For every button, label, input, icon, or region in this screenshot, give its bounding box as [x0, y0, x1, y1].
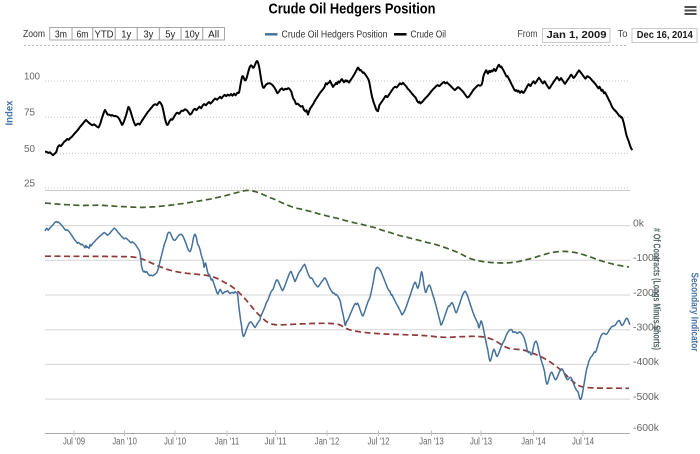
svg-text:100: 100 — [24, 72, 40, 83]
svg-text:Jul '09: Jul '09 — [63, 436, 85, 447]
svg-text:5y: 5y — [165, 28, 176, 40]
svg-text:-600k: -600k — [633, 423, 660, 434]
svg-text:Crude Oil Hedgers Position: Crude Oil Hedgers Position — [282, 29, 388, 41]
svg-text:Dec 16, 2014: Dec 16, 2014 — [637, 29, 693, 41]
svg-text:10y: 10y — [184, 28, 200, 40]
svg-text:Crude Oil: Crude Oil — [411, 29, 447, 41]
svg-text:Jan '11: Jan '11 — [215, 436, 240, 447]
svg-text:Jan '13: Jan '13 — [419, 436, 444, 447]
svg-text:25: 25 — [24, 179, 35, 190]
svg-text:Jul '12: Jul '12 — [368, 436, 390, 447]
svg-text:Jul '10: Jul '10 — [164, 436, 186, 447]
svg-text:Jul '11: Jul '11 — [265, 436, 287, 447]
svg-text:All: All — [208, 28, 219, 40]
svg-text:3y: 3y — [143, 28, 154, 40]
svg-text:Jan '12: Jan '12 — [315, 436, 340, 447]
svg-text:Jan '10: Jan '10 — [112, 436, 137, 447]
svg-text:6m: 6m — [76, 28, 88, 40]
svg-text:50: 50 — [24, 144, 35, 155]
svg-text:Index: Index — [4, 100, 16, 125]
svg-text:From: From — [518, 28, 538, 40]
svg-text:Zoom: Zoom — [23, 28, 45, 40]
svg-text:Jan 1, 2009: Jan 1, 2009 — [547, 29, 607, 41]
svg-text:Jan '14: Jan '14 — [521, 436, 546, 447]
svg-text:Secondary Indicator: Secondary Indicator — [689, 273, 700, 352]
svg-text:YTD: YTD — [95, 28, 114, 40]
svg-text:3m: 3m — [55, 28, 67, 40]
svg-text:# Of Contracts (Longs Minus Sh: # Of Contracts (Longs Minus Shorts) — [651, 228, 663, 350]
svg-text:-500k: -500k — [633, 392, 660, 403]
svg-text:To: To — [618, 28, 628, 40]
svg-text:75: 75 — [24, 108, 35, 119]
svg-text:-400k: -400k — [633, 357, 660, 368]
svg-text:Crude Oil Hedgers Position: Crude Oil Hedgers Position — [269, 1, 436, 18]
svg-text:Jul '13: Jul '13 — [470, 436, 492, 447]
svg-text:Jul '14: Jul '14 — [572, 436, 594, 447]
svg-text:0k: 0k — [633, 218, 645, 229]
svg-text:1y: 1y — [121, 28, 132, 40]
